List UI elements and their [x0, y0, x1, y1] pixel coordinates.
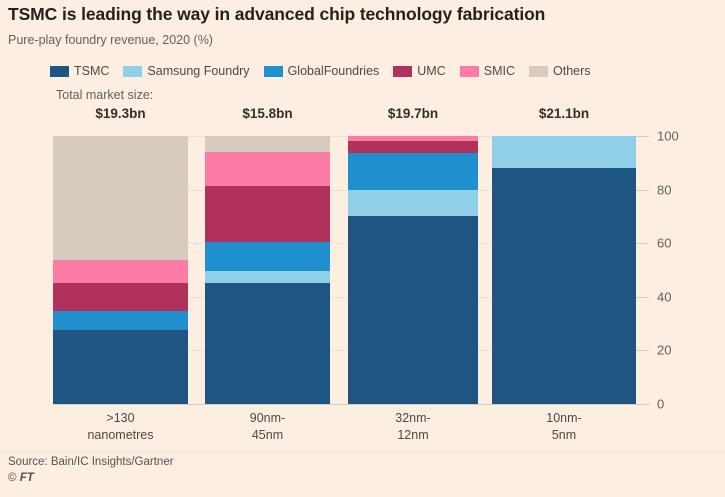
legend-item-label: Others [553, 64, 591, 78]
footer-divider [0, 452, 725, 453]
x-axis-label: 10nm- 5nm [492, 410, 636, 444]
legend-item-label: TSMC [74, 64, 110, 78]
stacked-bar[interactable] [53, 136, 188, 404]
y-gridline [53, 189, 636, 191]
total-market-size-value: $19.3bn [95, 106, 146, 121]
legend-swatch-icon [263, 65, 283, 77]
bar-segment-samsung-foundry[interactable] [492, 136, 636, 169]
bar-segment-tsmc[interactable] [348, 216, 478, 404]
legend-swatch-icon [123, 65, 143, 77]
y-axis-tick-label: 80 [657, 182, 672, 198]
y-gridline [53, 136, 636, 137]
x-axis-label: 90nm- 45nm [205, 410, 330, 444]
x-axis-label-line: 5nm [551, 428, 577, 442]
x-axis-line [53, 404, 650, 405]
stacked-bar[interactable] [348, 136, 478, 404]
y-axis-tick-label: 0 [657, 396, 665, 412]
chart-plot-area: 0 20 40 60 80 100 [53, 129, 679, 412]
legend-item-others[interactable]: Others [529, 64, 591, 78]
bar-segment-smic[interactable] [205, 152, 330, 186]
legend-swatch-icon [529, 65, 548, 77]
x-axis-labels: >130 nanometres 90nm- 45nm 32nm- 12nm 10nm- 5nm [53, 410, 636, 450]
stacked-bar[interactable] [205, 136, 330, 404]
legend-item-label: Samsung Foundry [147, 64, 250, 78]
total-market-size-row: $19.3bn $15.8bn $19.7bn $21.1bn [53, 106, 636, 126]
y-axis-tick [636, 296, 649, 298]
x-axis-label-line: 32nm- [395, 411, 431, 425]
x-axis-label-line: 90nm- [249, 411, 286, 425]
total-market-size-value: $21.1bn [538, 106, 590, 121]
bar-segment-globalfoundries[interactable] [53, 311, 188, 331]
x-axis-label-line: 10nm- [546, 411, 582, 425]
total-market-size-value: $15.8bn [242, 106, 293, 121]
total-market-size-value: $19.7bn [387, 106, 439, 121]
legend-item-tsmc[interactable]: TSMC [50, 64, 109, 78]
copyright-note: © FT [8, 472, 34, 484]
bar-segment-smic[interactable] [53, 260, 188, 284]
legend-item-umc[interactable]: UMC [393, 64, 446, 78]
x-axis-label-line: 12nm [397, 428, 429, 442]
y-gridline [53, 243, 636, 245]
bar-segment-samsung-foundry[interactable] [205, 271, 330, 284]
y-axis-tick-label: 40 [657, 289, 672, 305]
bar-segment-others[interactable] [205, 136, 330, 153]
x-axis-label: >130 nanometres [53, 410, 188, 444]
chart-legend: TSMC Samsung Foundry GlobalFoundries UMC SMI… [50, 62, 591, 80]
bar-segment-umc[interactable] [53, 283, 188, 312]
bar-segment-umc[interactable] [348, 141, 478, 154]
y-axis-tick [636, 189, 649, 191]
bar-segment-tsmc[interactable] [205, 283, 330, 404]
bar-segment-samsung-foundry[interactable] [348, 189, 478, 217]
legend-swatch-icon [50, 65, 69, 77]
bar-segment-globalfoundries[interactable] [205, 241, 330, 272]
legend-item-label: UMC [417, 64, 446, 78]
legend-item-globalfoundries[interactable]: GlobalFoundries [263, 64, 380, 78]
y-axis-tick [636, 350, 649, 352]
bar-segment-tsmc[interactable] [492, 168, 636, 404]
x-axis-label-line: >130 [106, 411, 135, 425]
legend-item-samsung-foundry[interactable]: Samsung Foundry [123, 64, 250, 78]
copyright-symbol: © [8, 472, 17, 484]
stacked-bar[interactable] [492, 136, 636, 404]
y-axis-tick [636, 136, 649, 137]
bar-segment-others[interactable] [53, 136, 188, 261]
source-note: Source: Bain/IC Insights/Gartner [8, 456, 174, 468]
x-axis-label: 32nm- 12nm [348, 410, 478, 444]
total-market-size-label: Total market size: [56, 88, 154, 102]
bar-segment-tsmc[interactable] [53, 330, 188, 404]
y-axis-tick-label: 100 [657, 128, 679, 144]
x-axis-label-line: nanometres [87, 428, 154, 442]
y-gridline [53, 350, 636, 352]
legend-swatch-icon [393, 65, 413, 77]
y-axis-tick [636, 243, 649, 245]
y-gridline [53, 296, 636, 298]
x-axis-label-line: 45nm [251, 428, 284, 442]
legend-item-label: GlobalFoundries [287, 64, 380, 78]
chart-subtitle: Pure-play foundry revenue, 2020 (%) [8, 33, 213, 47]
bar-segment-umc[interactable] [205, 185, 330, 242]
legend-swatch-icon [459, 65, 479, 77]
ft-brand: FT [19, 472, 34, 484]
y-axis-tick-label: 20 [657, 342, 672, 358]
bar-segment-globalfoundries[interactable] [348, 153, 478, 190]
legend-item-smic[interactable]: SMIC [459, 64, 515, 78]
bar-segment-smic[interactable] [348, 136, 478, 142]
legend-item-label: SMIC [483, 64, 515, 78]
page-title: TSMC is leading the way in advanced chip… [8, 4, 546, 24]
y-axis-tick-label: 60 [657, 235, 672, 251]
